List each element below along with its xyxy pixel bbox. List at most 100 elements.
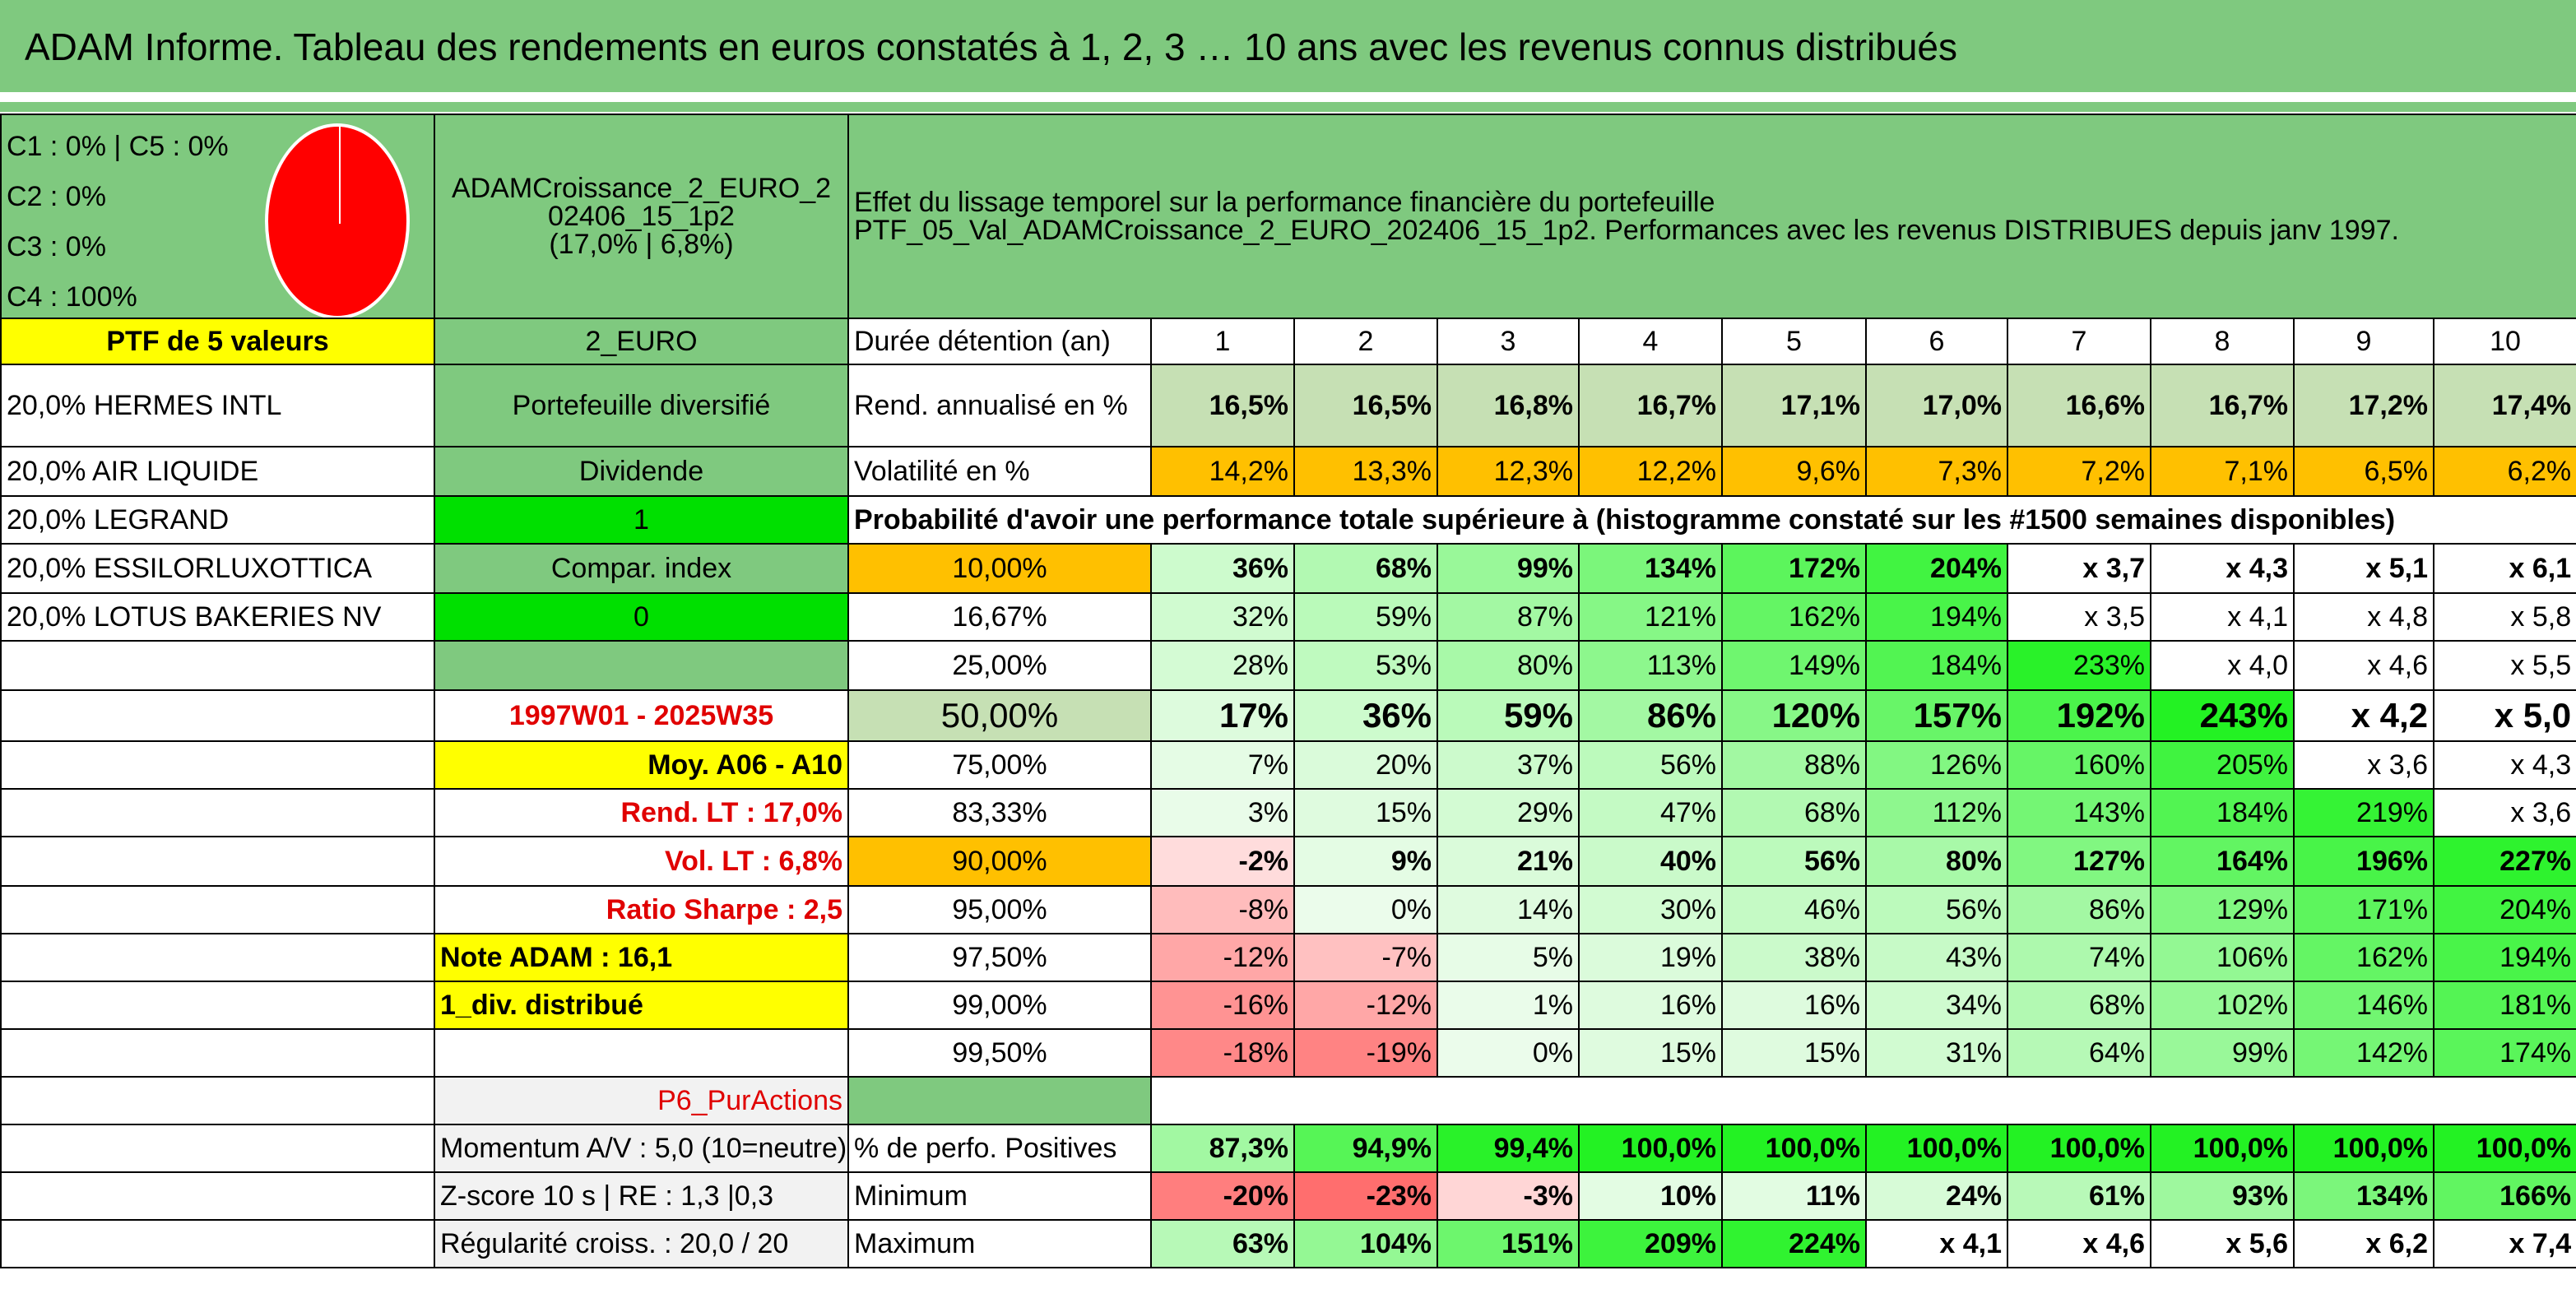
sheet-row: 1_div. distribué 99,00% -16% -12% 1% 16% 16% 34… bbox=[0, 981, 2576, 1030]
probability-value: 102% bbox=[2150, 981, 2295, 1030]
maximum-value: 151% bbox=[1437, 1219, 1580, 1268]
year-header: 3 bbox=[1437, 318, 1580, 365]
probability-value: -2% bbox=[1150, 836, 1295, 887]
holding-item: 20,0% LOTUS BAKERIES NV bbox=[0, 592, 435, 642]
probability-value: 37% bbox=[1437, 740, 1580, 790]
empty-cell bbox=[434, 640, 849, 691]
year-header: 2 bbox=[1293, 318, 1438, 365]
probability-value: 56% bbox=[1578, 740, 1723, 790]
row-label: Maximum bbox=[847, 1219, 1152, 1268]
probability-value: x 3,7 bbox=[2007, 543, 2151, 594]
probability-value: 162% bbox=[1721, 592, 1867, 642]
empty-cell bbox=[0, 788, 435, 837]
probability-value: x 4,1 bbox=[2150, 592, 2295, 642]
probability-value: 68% bbox=[1293, 543, 1438, 594]
adam-note: Note ADAM : 16,1 bbox=[434, 933, 849, 982]
divider-strip bbox=[0, 102, 2576, 112]
sheet-row: 25,00% 28% 53% 80% 113% 149% 184% 233% x 4,0 x 4,… bbox=[0, 640, 2576, 691]
probability-value: x 3,5 bbox=[2007, 592, 2151, 642]
probability-value: x 4,6 bbox=[2293, 640, 2434, 691]
vol-value: 9,6% bbox=[1721, 446, 1867, 497]
probability-value: 28% bbox=[1150, 640, 1295, 691]
probability-value: 143% bbox=[2007, 788, 2151, 837]
probability-value: 59% bbox=[1437, 689, 1580, 742]
sheet-row: 20,0% LEGRAND 1 Probabilité d'avoir une pe… bbox=[0, 495, 2576, 545]
probability-value: 16% bbox=[1578, 981, 1723, 1030]
empty-cell bbox=[0, 1219, 435, 1268]
probability-value: -18% bbox=[1150, 1028, 1295, 1078]
probability-value: 15% bbox=[1721, 1028, 1867, 1078]
probability-value: -16% bbox=[1150, 981, 1295, 1030]
positive-value: 100,0% bbox=[1578, 1124, 1723, 1173]
vol-value: 7,1% bbox=[2150, 446, 2295, 497]
probability-value: 29% bbox=[1437, 788, 1580, 837]
probability-value: 162% bbox=[2293, 933, 2434, 982]
sheet-row: Momentum A/V : 5,0 (10=neutre)% de perfo… bbox=[0, 1124, 2576, 1173]
rend-value: 16,8% bbox=[1437, 364, 1580, 447]
probability-value: 87% bbox=[1437, 592, 1580, 642]
maximum-value: 104% bbox=[1293, 1219, 1438, 1268]
year-header: 7 bbox=[2007, 318, 2151, 365]
allocation-list: C1 : 0% | C5 : 0% C2 : 0% C3 : 0% C4 : 100% bbox=[7, 122, 229, 317]
probability-value: 157% bbox=[1865, 689, 2008, 742]
sheet-row: Z-score 10 s | RE : 1,3 |0,3 Minimum -20% -… bbox=[0, 1171, 2576, 1221]
probability-value: 43% bbox=[1865, 933, 2008, 982]
probability-threshold: 25,00% bbox=[847, 640, 1152, 691]
probability-value: 47% bbox=[1578, 788, 1723, 837]
empty-cell bbox=[0, 885, 435, 934]
rend-label: Rend. annualisé en % bbox=[847, 364, 1152, 447]
vol-label: Volatilité en % bbox=[847, 446, 1152, 497]
row-label: % de perfo. Positives bbox=[847, 1124, 1152, 1173]
holding-item: 20,0% ESSILORLUXOTTICA bbox=[0, 543, 435, 594]
year-header: 5 bbox=[1721, 318, 1867, 365]
probability-value: 99% bbox=[1437, 543, 1580, 594]
holding-item: 20,0% AIR LIQUIDE bbox=[0, 446, 435, 497]
probability-value: 86% bbox=[2007, 885, 2151, 934]
holding-item: 20,0% LEGRAND bbox=[0, 495, 435, 545]
sheet-row: 1997W01 - 2025W35 50,00% 17% 36% 59% 86% 120% 1… bbox=[0, 689, 2576, 742]
dividend-label: Dividende bbox=[434, 446, 849, 497]
category-label: P6_PurActions bbox=[434, 1076, 849, 1125]
probability-value: 121% bbox=[1578, 592, 1723, 642]
probability-value: 227% bbox=[2432, 836, 2576, 887]
probability-value: x 5,5 bbox=[2432, 640, 2576, 691]
maximum-value: 224% bbox=[1721, 1219, 1867, 1268]
probability-value: 64% bbox=[2007, 1028, 2151, 1078]
probability-threshold: 83,33% bbox=[847, 788, 1152, 837]
description-cell: Effet du lissage temporel sur la perform… bbox=[847, 114, 2576, 319]
probability-value: 21% bbox=[1437, 836, 1580, 887]
maximum-value: x 6,2 bbox=[2293, 1219, 2434, 1268]
probability-value: 171% bbox=[2293, 885, 2434, 934]
row-label: Minimum bbox=[847, 1171, 1152, 1221]
minimum-value: 24% bbox=[1865, 1171, 2008, 1221]
minimum-value: 93% bbox=[2150, 1171, 2295, 1221]
fund-stats: (17,0% | 6,8%) bbox=[549, 229, 734, 260]
probability-value: -12% bbox=[1293, 981, 1438, 1030]
minimum-value: -23% bbox=[1293, 1171, 1438, 1221]
long-term-volatility: Vol. LT : 6,8% bbox=[434, 836, 849, 887]
probability-value: 15% bbox=[1578, 1028, 1723, 1078]
probability-value: 14% bbox=[1437, 885, 1580, 934]
rend-value: 16,7% bbox=[2150, 364, 2295, 447]
probability-value: 160% bbox=[2007, 740, 2151, 790]
description-line1: Effet du lissage temporel sur la perform… bbox=[854, 187, 1715, 218]
probability-value: x 5,0 bbox=[2432, 689, 2576, 742]
probability-value: -12% bbox=[1150, 933, 1295, 982]
probability-value: 112% bbox=[1865, 788, 2008, 837]
rend-value: 17,0% bbox=[1865, 364, 2008, 447]
duration-label: Durée détention (an) bbox=[847, 318, 1152, 365]
year-header: 6 bbox=[1865, 318, 2008, 365]
empty-cell bbox=[0, 1171, 435, 1221]
probability-value: 36% bbox=[1293, 689, 1438, 742]
probability-value: 30% bbox=[1578, 885, 1723, 934]
probability-threshold: 95,00% bbox=[847, 885, 1152, 934]
probability-value: 192% bbox=[2007, 689, 2151, 742]
probability-value: 184% bbox=[2150, 788, 2295, 837]
sheet-row: Moy. A06 - A10 75,00% 7% 20% 37% 56% 88% 126% 16… bbox=[0, 740, 2576, 790]
probability-value: 31% bbox=[1865, 1028, 2008, 1078]
probability-value: 15% bbox=[1293, 788, 1438, 837]
probability-value: 233% bbox=[2007, 640, 2151, 691]
holding-item: 20,0% HERMES INTL bbox=[0, 364, 435, 447]
sheet-row: 99,50% -18% -19% 0% 15% 15% 31% 64% 99% 142% 174% bbox=[0, 1028, 2576, 1078]
probability-value: 0% bbox=[1437, 1028, 1580, 1078]
